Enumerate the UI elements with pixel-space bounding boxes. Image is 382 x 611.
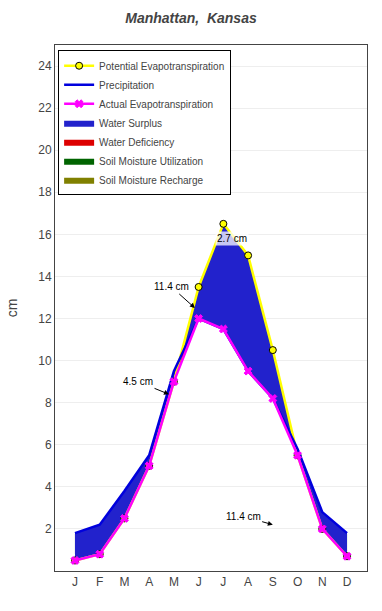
svg-text:M: M <box>119 575 129 589</box>
svg-text:Soil Moisture Utilization: Soil Moisture Utilization <box>99 156 203 167</box>
svg-text:11.4 cm: 11.4 cm <box>154 281 189 292</box>
svg-text:20: 20 <box>38 143 52 157</box>
svg-text:Actual Evapotranspiration: Actual Evapotranspiration <box>99 99 213 110</box>
svg-text:D: D <box>343 575 352 589</box>
svg-text:J: J <box>220 575 226 589</box>
svg-text:14: 14 <box>38 270 52 284</box>
svg-text:22: 22 <box>38 101 52 115</box>
svg-text:Manhattan, Kansas: Manhattan, Kansas <box>125 10 257 26</box>
svg-text:16: 16 <box>38 228 52 242</box>
svg-text:Soil Moisture Recharge: Soil Moisture Recharge <box>99 175 203 186</box>
svg-text:N: N <box>318 575 327 589</box>
svg-text:M: M <box>169 575 179 589</box>
svg-text:J: J <box>72 575 78 589</box>
svg-text:12: 12 <box>38 312 52 326</box>
svg-text:18: 18 <box>38 185 52 199</box>
svg-text:4.5 cm: 4.5 cm <box>123 376 153 387</box>
svg-text:A: A <box>244 575 252 589</box>
svg-text:Precipitation: Precipitation <box>99 80 154 91</box>
svg-text:S: S <box>269 575 277 589</box>
svg-text:6: 6 <box>45 438 52 452</box>
svg-text:A: A <box>145 575 153 589</box>
svg-text:O: O <box>293 575 302 589</box>
svg-text:4: 4 <box>45 480 52 494</box>
svg-text:Water Surplus: Water Surplus <box>99 118 162 129</box>
svg-text:cm: cm <box>4 299 20 318</box>
svg-text:11.4 cm: 11.4 cm <box>226 511 261 522</box>
svg-text:2.7 cm: 2.7 cm <box>217 233 247 244</box>
svg-text:J: J <box>196 575 202 589</box>
svg-text:Potential Evapotranspiration: Potential Evapotranspiration <box>99 61 224 72</box>
svg-text:F: F <box>96 575 103 589</box>
svg-text:8: 8 <box>45 396 52 410</box>
svg-text:10: 10 <box>38 354 52 368</box>
svg-text:2: 2 <box>45 522 52 536</box>
svg-text:24: 24 <box>38 59 52 73</box>
svg-text:Water Deficiency: Water Deficiency <box>99 137 174 148</box>
